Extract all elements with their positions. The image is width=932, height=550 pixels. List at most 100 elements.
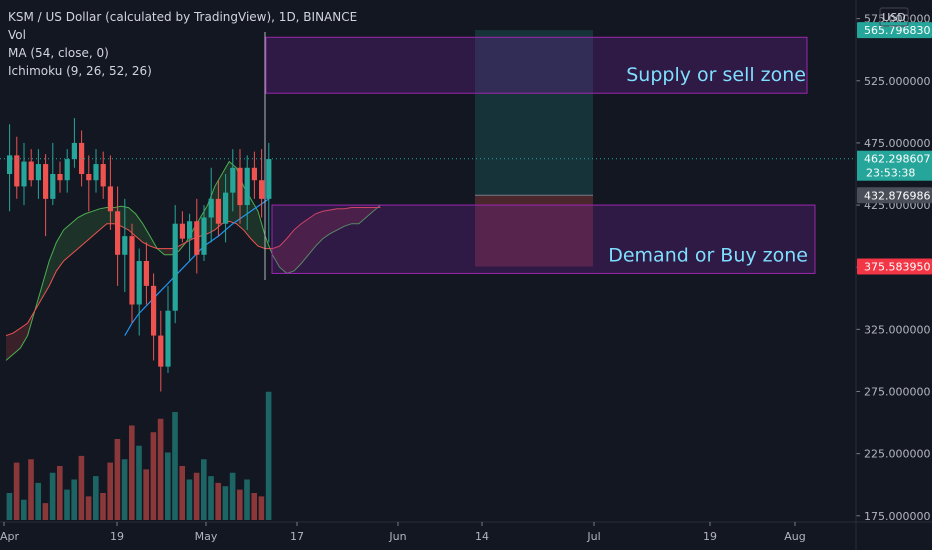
candle-body bbox=[215, 198, 221, 224]
candle-body bbox=[179, 223, 185, 239]
ichimoku-cloud-segment bbox=[344, 207, 352, 227]
candle-body bbox=[64, 159, 70, 181]
supply-zone-label: Supply or sell zone bbox=[626, 64, 806, 86]
volume-bar bbox=[21, 499, 27, 520]
y-tick-label: 325.000000 bbox=[864, 323, 930, 336]
position-target-area[interactable] bbox=[475, 30, 593, 196]
candle-body bbox=[208, 198, 214, 218]
candle-body bbox=[230, 167, 236, 193]
candle-body bbox=[43, 164, 49, 199]
volume-bar bbox=[49, 472, 56, 520]
ichimoku-cloud-segment bbox=[330, 208, 338, 234]
demand-zone-label: Demand or Buy zone bbox=[608, 244, 808, 266]
target-price-label-bg bbox=[857, 22, 932, 39]
volume-bar bbox=[35, 482, 41, 520]
chart-title[interactable]: KSM / US Dollar (calculated by TradingVi… bbox=[8, 10, 358, 24]
volume-bar bbox=[215, 482, 221, 520]
current-price-label-bg bbox=[857, 150, 932, 181]
volume-bar bbox=[121, 459, 128, 520]
volume-bar bbox=[136, 445, 142, 520]
y-tick-label: 175.000000 bbox=[864, 510, 930, 523]
candle-body bbox=[187, 221, 193, 239]
volume-bar bbox=[244, 479, 250, 520]
x-tick-label: Jun bbox=[388, 530, 406, 543]
volume-bar bbox=[28, 459, 34, 520]
supply-zone-box[interactable] bbox=[265, 36, 808, 94]
candle-body bbox=[259, 180, 265, 199]
candle-body bbox=[172, 223, 178, 311]
candle-body bbox=[266, 159, 272, 199]
current-price-label: 462.298607 bbox=[864, 153, 930, 166]
ichimoku-cloud-segment bbox=[92, 208, 100, 237]
stop-price-label: 375.583950 bbox=[864, 260, 930, 273]
volume-bar bbox=[222, 486, 229, 520]
ichimoku-cloud-segment bbox=[301, 218, 309, 264]
ichimoku-indicator-label[interactable]: Ichimoku (9, 26, 52, 26) bbox=[8, 64, 152, 78]
countdown-label: 23:53:38 bbox=[866, 167, 915, 180]
legend: KSM / US Dollar (calculated by TradingVi… bbox=[8, 8, 357, 80]
candle-body bbox=[93, 164, 99, 181]
candle-body bbox=[122, 236, 128, 255]
entry-price-label: 432.876986 bbox=[864, 189, 930, 202]
volume-bar bbox=[143, 469, 149, 520]
volume-bar bbox=[157, 418, 164, 520]
currency-button-label[interactable]: USD bbox=[882, 11, 906, 24]
ichimoku-cloud-segment bbox=[49, 242, 57, 286]
volume-bar bbox=[129, 425, 135, 520]
candle-body bbox=[57, 174, 63, 181]
candle-body bbox=[151, 285, 157, 336]
candle-body bbox=[251, 167, 257, 181]
candle-body bbox=[165, 310, 171, 367]
candle-body bbox=[100, 164, 106, 187]
ichimoku-cloud-segment bbox=[279, 238, 287, 274]
candle-body bbox=[14, 155, 20, 187]
volume-bar bbox=[229, 472, 236, 520]
candle-body bbox=[115, 211, 121, 255]
volume-bar bbox=[107, 462, 113, 520]
ichimoku-cloud-segment bbox=[99, 207, 107, 230]
ichimoku-cloud-segment bbox=[322, 210, 330, 239]
candle-body bbox=[35, 164, 41, 181]
position-stop-area[interactable] bbox=[475, 195, 593, 267]
currency-button[interactable] bbox=[879, 7, 909, 27]
volume-bar bbox=[13, 462, 20, 520]
ichimoku-cloud-segment bbox=[164, 248, 172, 255]
demand-zone-box[interactable] bbox=[271, 204, 816, 274]
volume-bar bbox=[71, 479, 77, 520]
candle-body bbox=[158, 335, 164, 367]
ichimoku-cloud-segment bbox=[135, 213, 143, 243]
ichimoku-cloud-segment bbox=[42, 261, 50, 299]
volume-indicator-label[interactable]: Vol bbox=[8, 28, 26, 42]
ichimoku-cloud-segment bbox=[63, 223, 71, 261]
x-tick-label: 19 bbox=[110, 530, 124, 543]
ichimoku-span-b bbox=[5, 207, 381, 337]
candle-body bbox=[71, 142, 77, 160]
volume-bar bbox=[42, 503, 49, 520]
stop-price-label-bg bbox=[857, 258, 932, 275]
volume-bar bbox=[258, 496, 265, 520]
x-tick-label: Apr bbox=[0, 530, 20, 543]
volume-bar bbox=[64, 489, 70, 520]
ma-indicator-label[interactable]: MA (54, close, 0) bbox=[8, 46, 109, 60]
candle-body bbox=[28, 161, 34, 181]
ichimoku-cloud-segment bbox=[20, 323, 28, 348]
volume-bar bbox=[265, 391, 272, 520]
y-tick-label: 475.000000 bbox=[864, 137, 930, 150]
x-tick-label: 17 bbox=[290, 530, 304, 543]
ichimoku-cloud-segment bbox=[358, 207, 366, 224]
volume-bar bbox=[193, 472, 200, 520]
candle-body bbox=[7, 155, 13, 174]
ichimoku-cloud-segment bbox=[128, 207, 136, 237]
volume-bar bbox=[114, 439, 121, 520]
candle-body bbox=[201, 217, 207, 255]
ichimoku-cloud-segment bbox=[6, 333, 14, 361]
ichimoku-cloud-segment bbox=[351, 207, 359, 224]
y-tick-label: 225.000000 bbox=[864, 448, 930, 461]
ichimoku-cloud-segment bbox=[13, 328, 21, 355]
ichimoku-cloud-segment bbox=[258, 211, 266, 249]
entry-price-label-bg bbox=[857, 187, 932, 204]
candle-body bbox=[129, 236, 135, 305]
candle-body bbox=[86, 174, 92, 181]
